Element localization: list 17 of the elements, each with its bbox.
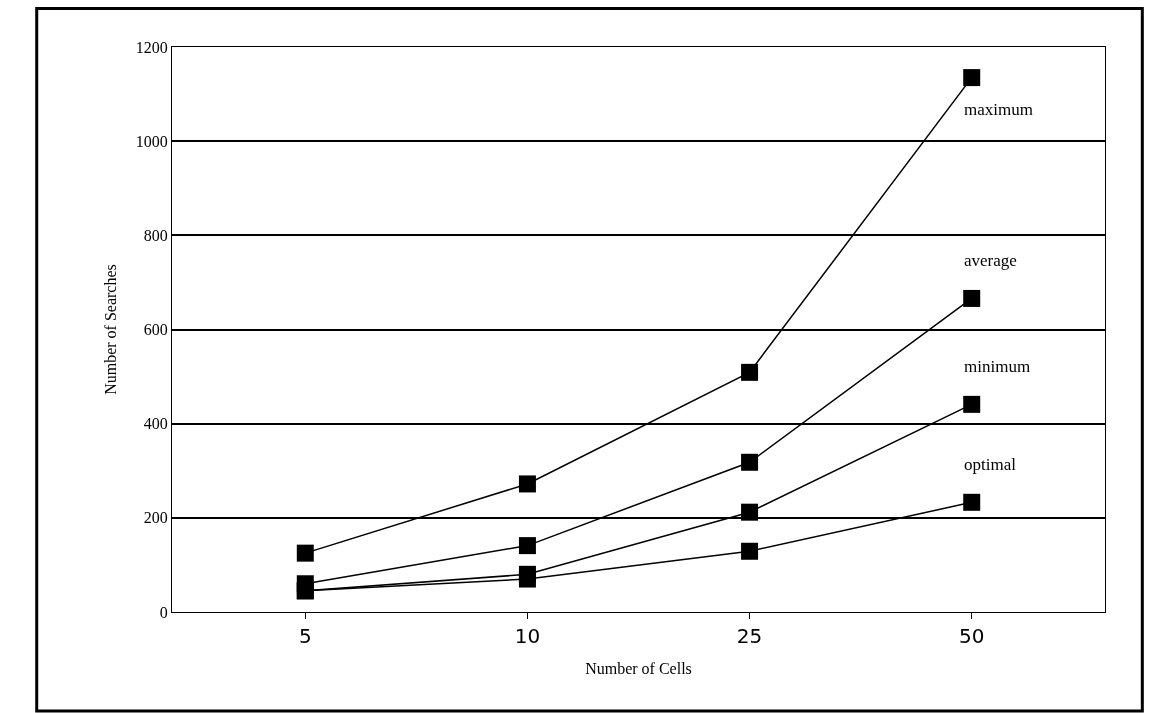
y-tick-label: 1000	[135, 132, 168, 150]
y-tick-label: 800	[143, 226, 168, 244]
x-tick-label: 5	[298, 624, 312, 648]
series-label: optimal	[964, 455, 1017, 474]
y-tick-label: 200	[143, 509, 168, 527]
x-tick-label: 25	[736, 624, 763, 648]
y-tick-label: 600	[143, 321, 168, 339]
y-tick-label: 0	[159, 603, 168, 621]
series-label: minimum	[964, 357, 1031, 376]
series-label: maximum	[964, 100, 1033, 119]
x-tick-label: 10	[514, 624, 541, 648]
series-label: average	[964, 251, 1017, 270]
y-axis-title: Number of Searches	[101, 264, 119, 395]
x-tick-label: 50	[958, 624, 985, 648]
y-tick-label: 1200	[135, 38, 168, 56]
x-axis-title: Number of Cells	[585, 659, 692, 677]
y-tick-label: 400	[143, 415, 168, 433]
